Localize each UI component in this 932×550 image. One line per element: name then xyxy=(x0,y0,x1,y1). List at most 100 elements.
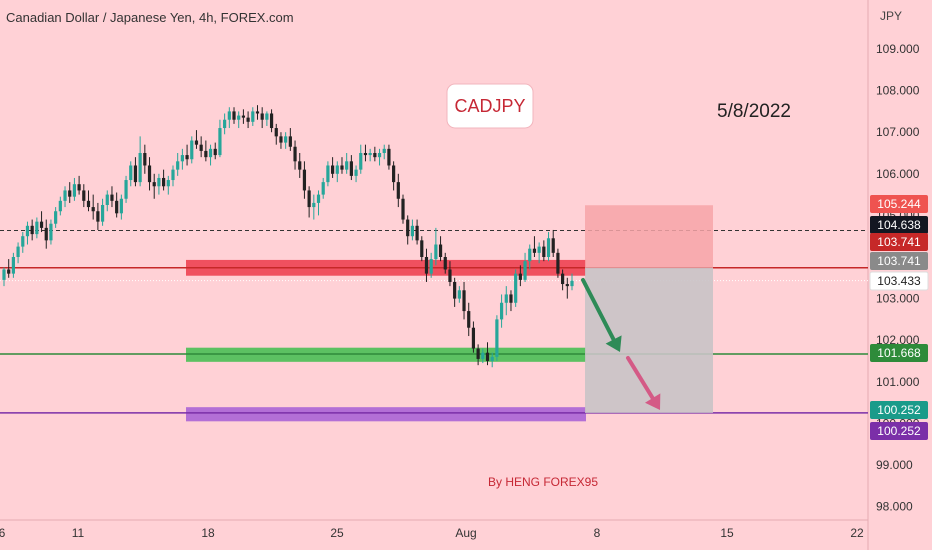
candle-body xyxy=(68,190,72,197)
candle xyxy=(392,161,396,191)
price-label[interactable]: 104.638 xyxy=(870,216,928,234)
arrow-to-target-2 xyxy=(626,356,661,410)
candle-body xyxy=(260,113,264,120)
price-label[interactable]: 100.252 xyxy=(870,401,928,419)
candle xyxy=(274,123,278,145)
candle xyxy=(199,136,203,158)
candle-body xyxy=(368,153,372,156)
candle xyxy=(284,132,288,149)
candle xyxy=(190,136,194,164)
candle-body xyxy=(495,319,499,357)
candle-body xyxy=(35,221,39,235)
chart-title: Canadian Dollar / Japanese Yen, 4h, FORE… xyxy=(6,10,294,25)
candle xyxy=(58,196,62,216)
price-label-box[interactable] xyxy=(870,216,928,234)
time-tick-label: 18 xyxy=(201,526,215,540)
price-label[interactable]: 101.668 xyxy=(870,344,928,362)
price-label-box[interactable] xyxy=(870,252,928,270)
candle xyxy=(429,252,433,278)
candle-body xyxy=(110,194,114,201)
candle-body xyxy=(434,244,438,260)
candle-body xyxy=(532,248,537,253)
candle xyxy=(176,153,180,176)
candle xyxy=(35,217,39,239)
candle-body xyxy=(293,146,297,162)
candle xyxy=(532,236,537,257)
candle xyxy=(96,202,100,230)
candle xyxy=(363,144,368,162)
candle-body xyxy=(307,190,311,208)
candle xyxy=(269,109,274,133)
price-label-text: 104.638 xyxy=(877,218,921,232)
candle-body xyxy=(453,281,457,299)
candle-body xyxy=(119,198,123,214)
candle xyxy=(11,252,15,278)
candle-body xyxy=(63,190,67,201)
short-position-layer[interactable] xyxy=(585,205,713,413)
candle-body xyxy=(518,273,522,280)
candle-body xyxy=(382,148,386,153)
candle xyxy=(457,286,461,303)
candle xyxy=(359,144,363,174)
candle xyxy=(204,140,208,162)
candle xyxy=(514,269,518,307)
candle xyxy=(288,128,292,151)
candle-body xyxy=(147,165,152,183)
candle xyxy=(321,177,325,199)
price-label[interactable]: 103.741 xyxy=(870,252,928,270)
candle xyxy=(16,242,20,264)
candle-body xyxy=(105,194,109,205)
support-zone-2 xyxy=(186,407,586,422)
price-label[interactable]: 103.741 xyxy=(870,233,928,251)
candle-body xyxy=(316,194,321,203)
time-tick-label: 25 xyxy=(330,526,344,540)
candle xyxy=(401,194,405,224)
candle-body xyxy=(129,165,133,181)
candle-body xyxy=(49,223,53,241)
price-label-box[interactable] xyxy=(870,422,928,440)
candle xyxy=(518,265,522,287)
candle xyxy=(368,148,372,162)
candle-body xyxy=(44,227,48,241)
candle xyxy=(448,261,452,287)
candle-body xyxy=(288,136,292,147)
price-label-box[interactable] xyxy=(870,401,928,419)
price-label[interactable]: 103.433 xyxy=(869,271,929,291)
candle-body xyxy=(58,200,62,212)
candle xyxy=(561,269,565,291)
candle xyxy=(424,248,429,282)
candle-body xyxy=(180,155,184,162)
time-tick-label: 6 xyxy=(0,526,6,540)
candle xyxy=(537,242,541,264)
candle xyxy=(302,161,307,199)
candle xyxy=(509,290,513,312)
candle-body xyxy=(190,140,194,160)
candle xyxy=(171,165,175,187)
candle-body xyxy=(30,225,34,235)
price-label[interactable]: 100.252 xyxy=(870,422,928,440)
price-label-box[interactable] xyxy=(870,195,928,213)
candle xyxy=(100,198,105,226)
candle-body xyxy=(476,348,480,359)
price-label-box[interactable] xyxy=(870,344,928,362)
price-label[interactable]: 105.244 xyxy=(870,195,928,213)
candle-body xyxy=(330,165,335,174)
candle xyxy=(387,144,391,170)
candle-body xyxy=(199,144,203,151)
arrow-to-target-2-shaft xyxy=(626,356,655,401)
candle xyxy=(471,321,476,353)
price-label-box[interactable] xyxy=(870,233,928,251)
candle xyxy=(237,111,241,129)
position-stop-box[interactable] xyxy=(585,205,713,268)
time-axis-background[interactable] xyxy=(0,520,868,550)
price-tick-label: 109.000 xyxy=(876,42,920,56)
candle-body xyxy=(241,115,246,118)
candle-body xyxy=(471,327,476,349)
candle xyxy=(340,157,344,174)
candle xyxy=(279,132,283,149)
candle-body xyxy=(157,177,161,187)
candle xyxy=(312,194,316,220)
price-label-box[interactable] xyxy=(869,271,929,291)
candle xyxy=(528,244,532,270)
candle-body xyxy=(546,238,551,257)
